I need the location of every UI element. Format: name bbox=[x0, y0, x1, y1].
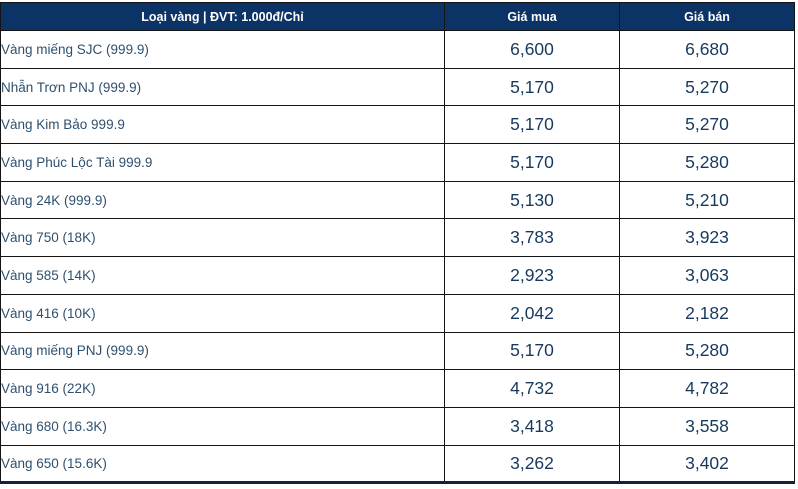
gold-type-label: Vàng 416 (10K) bbox=[0, 293, 445, 333]
gold-type-label: Vàng Phúc Lộc Tài 999.9 bbox=[0, 143, 445, 182]
price-table-row: Vàng 680 (16.3K) 3,418 3,558 bbox=[0, 406, 795, 446]
price-table-row: Vàng 650 (15.6K) 3,262 3,402 bbox=[0, 444, 795, 485]
gold-type-label: Vàng 680 (16.3K) bbox=[0, 406, 445, 446]
buy-price-value: 5,130 bbox=[444, 180, 620, 220]
sell-price-value: 5,210 bbox=[619, 180, 795, 220]
price-table-row: Vàng 585 (14K) 2,923 3,063 bbox=[0, 256, 795, 295]
column-header-sell-price: Giá bán bbox=[619, 2, 795, 31]
buy-price-value: 5,170 bbox=[444, 67, 620, 107]
gold-type-label: Vàng Kim Bảo 999.9 bbox=[0, 105, 445, 145]
price-table-row: Vàng 416 (10K) 2,042 2,182 bbox=[0, 293, 795, 333]
gold-type-label: Vàng 24K (999.9) bbox=[0, 180, 445, 220]
buy-price-value: 2,923 bbox=[444, 256, 620, 295]
sell-price-value: 5,280 bbox=[619, 331, 795, 371]
sell-price-value: 2,182 bbox=[619, 293, 795, 333]
price-table-row: Vàng 916 (22K) 4,732 4,782 bbox=[0, 369, 795, 408]
sell-price-value: 3,063 bbox=[619, 256, 795, 295]
buy-price-value: 5,170 bbox=[444, 105, 620, 145]
buy-price-value: 3,418 bbox=[444, 406, 620, 446]
sell-price-value: 5,270 bbox=[619, 67, 795, 107]
buy-price-value: 2,042 bbox=[444, 293, 620, 333]
gold-type-label: Vàng miếng SJC (999.9) bbox=[0, 30, 445, 69]
sell-price-value: 3,402 bbox=[619, 444, 795, 485]
gold-type-label: Nhẫn Trơn PNJ (999.9) bbox=[0, 67, 445, 107]
buy-price-value: 5,170 bbox=[444, 331, 620, 371]
sell-price-value: 3,558 bbox=[619, 406, 795, 446]
buy-price-value: 6,600 bbox=[444, 30, 620, 69]
buy-price-value: 5,170 bbox=[444, 143, 620, 182]
gold-type-label: Vàng 650 (15.6K) bbox=[0, 444, 445, 485]
price-table-row: Vàng Phúc Lộc Tài 999.9 5,170 5,280 bbox=[0, 143, 795, 182]
header-row: Loại vàng | ĐVT: 1.000đ/Chỉ Giá mua Giá … bbox=[0, 2, 795, 31]
price-table-row: Vàng miếng SJC (999.9) 6,600 6,680 bbox=[0, 30, 795, 69]
sell-price-value: 5,270 bbox=[619, 105, 795, 145]
price-table-row: Vàng miếng PNJ (999.9) 5,170 5,280 bbox=[0, 331, 795, 371]
buy-price-value: 4,732 bbox=[444, 369, 620, 408]
gold-type-label: Vàng 585 (14K) bbox=[0, 256, 445, 295]
buy-price-value: 3,783 bbox=[444, 218, 620, 258]
price-table-row: Nhẫn Trơn PNJ (999.9) 5,170 5,270 bbox=[0, 67, 795, 107]
column-header-buy-price: Giá mua bbox=[444, 2, 620, 31]
sell-price-value: 3,923 bbox=[619, 218, 795, 258]
sell-price-value: 5,280 bbox=[619, 143, 795, 182]
gold-type-label: Vàng 750 (18K) bbox=[0, 218, 445, 258]
price-table-body: Vàng miếng SJC (999.9) 6,600 6,680 Nhẫn … bbox=[0, 30, 795, 485]
price-table-header: Loại vàng | ĐVT: 1.000đ/Chỉ Giá mua Giá … bbox=[0, 2, 795, 31]
gold-type-label: Vàng 916 (22K) bbox=[0, 369, 445, 408]
column-header-gold-type: Loại vàng | ĐVT: 1.000đ/Chỉ bbox=[0, 2, 445, 31]
price-table-row: Vàng 750 (18K) 3,783 3,923 bbox=[0, 218, 795, 258]
price-table-row: Vàng 24K (999.9) 5,130 5,210 bbox=[0, 180, 795, 220]
gold-type-label: Vàng miếng PNJ (999.9) bbox=[0, 331, 445, 371]
price-table-row: Vàng Kim Bảo 999.9 5,170 5,270 bbox=[0, 105, 795, 145]
sell-price-value: 4,782 bbox=[619, 369, 795, 408]
sell-price-value: 6,680 bbox=[619, 30, 795, 69]
buy-price-value: 3,262 bbox=[444, 444, 620, 485]
